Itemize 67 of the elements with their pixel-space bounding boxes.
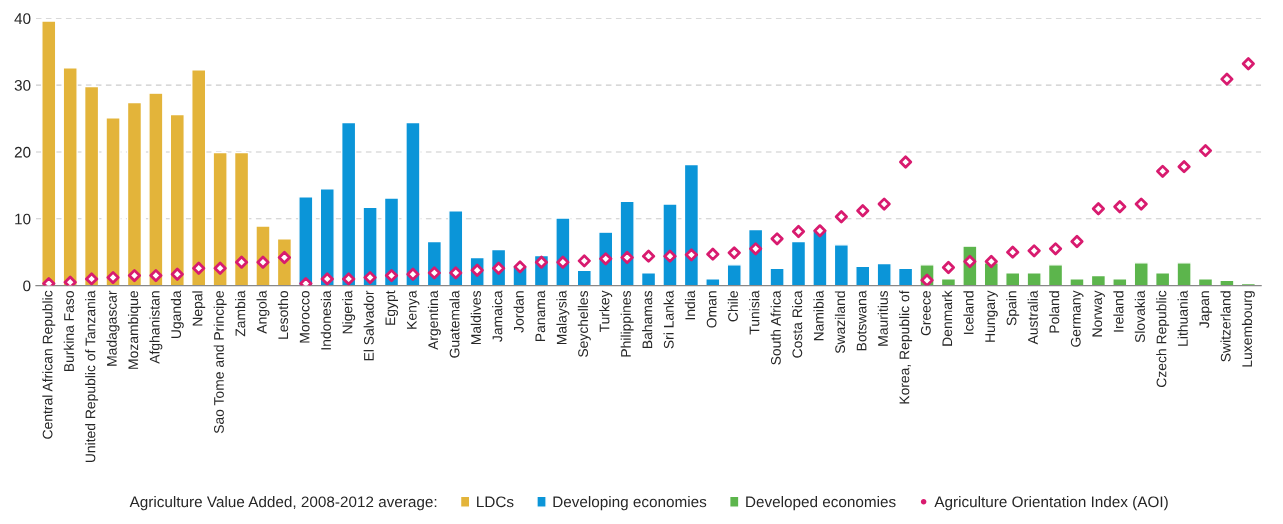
y-tick-label: 10 — [15, 213, 31, 225]
x-tick-label: Guatemala — [449, 290, 460, 358]
x-tick-label: Swaziland — [834, 291, 846, 354]
x-tick-label: Kenya — [406, 290, 420, 329]
x-tick-label: Czech Republic — [1156, 290, 1170, 387]
x-tick-label: South Africa — [770, 290, 781, 365]
x-tick-label: Indonesia — [320, 290, 331, 350]
x-tick-label: Mozambique — [127, 291, 141, 369]
x-tick-label: Switzerland — [1220, 291, 1231, 362]
x-tick-label: Egypt — [385, 290, 398, 325]
x-tick-label: Philippines — [620, 290, 634, 357]
x-tick-label: Ireland — [1113, 291, 1124, 332]
x-tick-label: Turkey — [599, 290, 613, 333]
y-tick-label: 40 — [14, 13, 31, 25]
x-tick-label: Sao Tome and Principe — [213, 291, 227, 434]
y-tick-label: 20 — [14, 146, 31, 158]
x-tick-label: Uganda — [170, 290, 184, 339]
legend-label: LDCs — [477, 496, 514, 508]
x-tick-label: Nepal — [192, 291, 206, 326]
x-tick-label: Greece — [920, 291, 931, 336]
x-tick-label: Hungary — [985, 290, 998, 342]
x-tick-label: Jamaica — [492, 290, 503, 342]
x-tick-label: Sri Lanka — [663, 290, 674, 349]
x-tick-label: Germany — [1070, 290, 1084, 347]
x-tick-label: Lithuania — [1177, 290, 1188, 346]
legend-label: Agriculture Orientation Index (AOI) — [934, 496, 1168, 511]
x-tick-label: Oman — [706, 291, 717, 328]
x-tick-label: El Salvador — [363, 290, 374, 361]
x-tick-label: Spain — [1006, 291, 1020, 326]
x-tick-label: United Republic of Tanzania — [85, 290, 99, 463]
x-tick-label: Argentina — [427, 290, 441, 350]
x-tick-label: Angola — [256, 290, 270, 334]
x-tick-label: Nigeria — [342, 290, 356, 334]
x-tick-label: Costa Rica — [792, 290, 803, 358]
y-tick-label: 30 — [14, 80, 31, 91]
x-tick-label: Iceland — [963, 291, 974, 334]
x-tick-label: Morocco — [299, 291, 310, 343]
x-tick-label: Tunisia — [749, 290, 760, 335]
x-tick-label: Chile — [727, 291, 738, 322]
x-tick-label: Korea, Republic of — [899, 290, 913, 404]
x-tick-label: Mauritius — [877, 290, 888, 346]
x-tick-label: Burkina Faso — [63, 291, 74, 372]
x-tick-label: Slovakia — [1134, 290, 1145, 343]
x-tick-label: Lesotho — [277, 291, 289, 339]
x-tick-label: Namibia — [813, 290, 824, 341]
x-tick-label: Panama — [535, 290, 546, 342]
legend-label: Developed economies — [746, 496, 896, 511]
x-tick-label: Luxembourg — [1241, 291, 1255, 367]
legend-title: Agriculture Value Added, 2008-2012 average: — [129, 496, 437, 511]
x-tick-label: Jordan — [513, 291, 524, 333]
x-tick-label: Norway — [1092, 290, 1105, 337]
legend-label: Developing economies — [553, 496, 707, 511]
x-tick-label: Poland — [1049, 291, 1060, 333]
x-tick-label: Australia — [1027, 290, 1038, 345]
x-tick-label: Malaysia — [556, 290, 570, 345]
x-tick-label: Botswana — [856, 290, 867, 351]
x-tick-label: Seychelles — [577, 290, 591, 357]
x-tick-label: Zambia — [235, 290, 246, 337]
y-tick-label: 0 — [23, 280, 31, 292]
x-tick-label: Central African Republic — [42, 290, 56, 439]
x-tick-label: Madagascar — [106, 290, 120, 366]
x-tick-label: Bahamas — [642, 290, 653, 348]
x-tick-label: Japan — [1199, 291, 1212, 329]
x-tick-label: Afghanistan — [149, 291, 163, 364]
x-tick-label: Denmark — [941, 290, 953, 346]
x-tick-label: India — [684, 290, 696, 320]
x-tick-label: Maldives — [470, 290, 481, 345]
